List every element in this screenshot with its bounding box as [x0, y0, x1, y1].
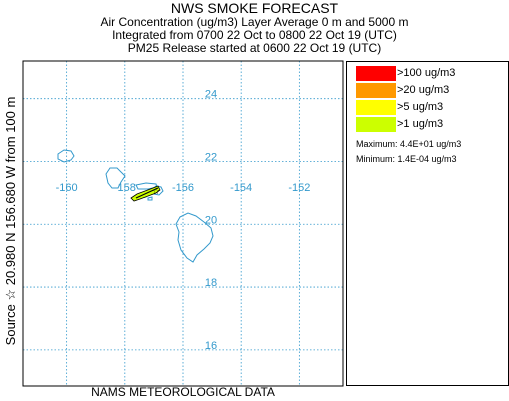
smoke-plume: ☆ — [130, 185, 161, 202]
release-info: PM25 Release started at 0600 22 Oct 19 (… — [127, 41, 382, 55]
legend-swatch-20 — [356, 83, 396, 98]
concentration-subtitle: Air Concentration (ug/m3) Layer Average … — [100, 15, 409, 29]
legend-label-100: >100 ug/m3 — [397, 67, 456, 79]
legend-label-20: >20 ug/m3 — [397, 84, 450, 96]
latitude-label: 22 — [205, 151, 217, 163]
longitude-label: -154 — [230, 182, 252, 194]
plume-core — [135, 187, 159, 199]
minimum-concentration: Minimum: 1.4E-04 ug/m3 — [356, 154, 457, 164]
latitude-label: 16 — [205, 340, 217, 352]
hawaiian-islands-coastline — [57, 149, 214, 263]
legend-label-5: >5 ug/m3 — [397, 101, 444, 113]
latitude-label: 20 — [205, 214, 217, 226]
big-island-hawaii — [175, 212, 214, 263]
maximum-concentration: Maximum: 4.4E+01 ug/m3 — [356, 139, 462, 149]
integration-period: Integrated from 0700 22 Oct to 0800 22 O… — [112, 28, 397, 42]
legend-label-1: >1 ug/m3 — [397, 118, 444, 130]
legend-swatch-100 — [356, 66, 396, 81]
latitude-label: 18 — [205, 277, 217, 289]
longitude-label: -156 — [172, 182, 194, 194]
concentration-legend: >100 ug/m3 >20 ug/m3 >5 ug/m3 >1 ug/m3 M… — [346, 61, 509, 386]
kahoolawe-island — [147, 196, 153, 201]
oahu-island — [105, 167, 126, 189]
latitude-label: 24 — [205, 89, 217, 101]
legend-swatch-5 — [356, 100, 396, 115]
map-title: NWS SMOKE FORECAST — [170, 0, 339, 16]
kauai-island — [57, 149, 75, 163]
longitude-label: -160 — [56, 182, 78, 194]
longitude-label: -152 — [288, 182, 310, 194]
graticule — [23, 61, 343, 386]
meteorological-data-label: NAMS METEOROLOGICAL DATA — [91, 385, 275, 399]
source-marker-icon: ☆ — [152, 187, 160, 197]
map-frame — [22, 60, 344, 387]
legend-swatch-1 — [356, 117, 396, 132]
